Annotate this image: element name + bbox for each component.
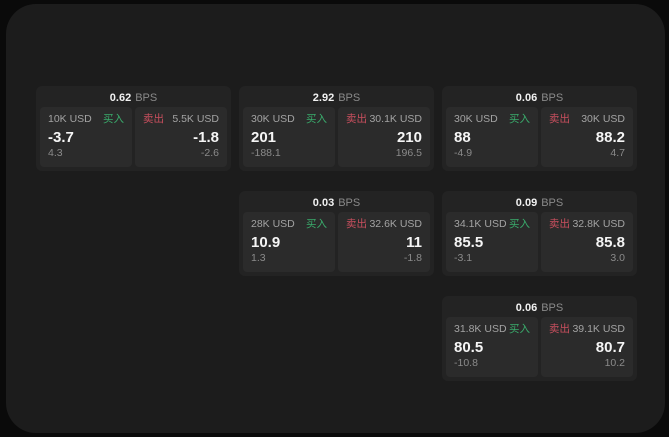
sell-delta: -1.8 xyxy=(403,252,422,264)
bps-label: BPS xyxy=(135,92,158,104)
tiles-row: 34.1K USD 买入 85.5 -3.1 卖出 32.8K USD 85.8… xyxy=(446,212,633,272)
sell-delta: 10.2 xyxy=(604,357,625,369)
sell-side-label: 卖出 xyxy=(143,113,164,125)
buy-amount: 28K USD xyxy=(251,218,295,230)
quote-card-1: 0.62 BPS 10K USD 买入 -3.7 4.3 卖出 5.5K USD xyxy=(36,86,231,171)
sell-price: 11 xyxy=(406,234,422,251)
buy-tile[interactable]: 30K USD 买入 88 -4.9 xyxy=(446,107,538,167)
bps-value: 0.06 xyxy=(515,92,538,104)
buy-side-label: 买入 xyxy=(509,323,530,335)
sell-amount: 32.6K USD xyxy=(369,218,422,230)
quote-card-4: 0.03 BPS 28K USD 买入 10.9 1.3 卖出 32.6K US… xyxy=(239,191,434,276)
sell-amount: 39.1K USD xyxy=(572,323,625,335)
sell-side-label: 卖出 xyxy=(549,218,570,230)
buy-price: 201 xyxy=(251,129,277,146)
card-header: 0.09 BPS xyxy=(446,195,633,212)
sell-amount: 30.1K USD xyxy=(369,113,422,125)
buy-delta: 1.3 xyxy=(251,252,266,264)
sell-tile[interactable]: 卖出 30.1K USD 210 196.5 xyxy=(338,107,430,167)
bps-label: BPS xyxy=(541,302,564,314)
sell-price: -1.8 xyxy=(193,129,219,146)
buy-price: 85.5 xyxy=(454,234,484,251)
buy-tile[interactable]: 34.1K USD 买入 85.5 -3.1 xyxy=(446,212,538,272)
sell-price: 80.7 xyxy=(595,339,625,356)
sell-tile[interactable]: 卖出 30K USD 88.2 4.7 xyxy=(541,107,633,167)
buy-side-label: 买入 xyxy=(306,113,327,125)
buy-delta: -188.1 xyxy=(251,147,281,159)
buy-side-label: 买入 xyxy=(509,113,530,125)
card-header: 0.06 BPS xyxy=(446,90,633,107)
quote-grid: 0.62 BPS 10K USD 买入 -3.7 4.3 卖出 5.5K USD xyxy=(36,86,637,381)
buy-tile[interactable]: 30K USD 买入 201 -188.1 xyxy=(243,107,335,167)
buy-delta: -10.8 xyxy=(454,357,478,369)
sell-delta: 4.7 xyxy=(610,147,625,159)
card-header: 2.92 BPS xyxy=(243,90,430,107)
buy-amount: 10K USD xyxy=(48,113,92,125)
sell-side-label: 卖出 xyxy=(549,323,570,335)
bps-label: BPS xyxy=(541,92,564,104)
buy-delta: 4.3 xyxy=(48,147,63,159)
sell-price: 85.8 xyxy=(595,234,625,251)
sell-side-label: 卖出 xyxy=(346,218,367,230)
buy-price: -3.7 xyxy=(48,129,74,146)
sell-tile[interactable]: 卖出 39.1K USD 80.7 10.2 xyxy=(541,317,633,377)
buy-side-label: 买入 xyxy=(509,218,530,230)
card-header: 0.06 BPS xyxy=(446,300,633,317)
quote-card-6: 0.06 BPS 31.8K USD 买入 80.5 -10.8 卖出 39.1… xyxy=(442,296,637,381)
sell-side-label: 卖出 xyxy=(549,113,570,125)
quote-card-5: 0.09 BPS 34.1K USD 买入 85.5 -3.1 卖出 32.8K… xyxy=(442,191,637,276)
bps-value: 0.03 xyxy=(312,197,335,209)
buy-price: 88 xyxy=(454,129,471,146)
sell-delta: 196.5 xyxy=(395,147,422,159)
tiles-row: 28K USD 买入 10.9 1.3 卖出 32.6K USD 11 -1.8 xyxy=(243,212,430,272)
buy-delta: -4.9 xyxy=(454,147,473,159)
buy-side-label: 买入 xyxy=(103,113,124,125)
bps-label: BPS xyxy=(338,92,361,104)
bps-value: 0.06 xyxy=(515,302,538,314)
bps-value: 0.62 xyxy=(109,92,132,104)
quote-card-2: 2.92 BPS 30K USD 买入 201 -188.1 卖出 30.1K … xyxy=(239,86,434,171)
card-header: 0.03 BPS xyxy=(243,195,430,212)
buy-amount: 30K USD xyxy=(454,113,498,125)
buy-tile[interactable]: 31.8K USD 买入 80.5 -10.8 xyxy=(446,317,538,377)
bps-value: 2.92 xyxy=(312,92,335,104)
sell-price: 210 xyxy=(396,129,422,146)
tiles-row: 31.8K USD 买入 80.5 -10.8 卖出 39.1K USD 80.… xyxy=(446,317,633,377)
sell-price: 88.2 xyxy=(595,129,625,146)
sell-tile[interactable]: 卖出 5.5K USD -1.8 -2.6 xyxy=(135,107,227,167)
sell-tile[interactable]: 卖出 32.6K USD 11 -1.8 xyxy=(338,212,430,272)
buy-delta: -3.1 xyxy=(454,252,473,264)
bps-label: BPS xyxy=(541,197,564,209)
quote-card-3: 0.06 BPS 30K USD 买入 88 -4.9 卖出 30K USD xyxy=(442,86,637,171)
buy-amount: 34.1K USD xyxy=(454,218,507,230)
buy-price: 10.9 xyxy=(251,234,281,251)
sell-side-label: 卖出 xyxy=(346,113,367,125)
card-header: 0.62 BPS xyxy=(40,90,227,107)
buy-tile[interactable]: 10K USD 买入 -3.7 4.3 xyxy=(40,107,132,167)
buy-price: 80.5 xyxy=(454,339,484,356)
sell-delta: -2.6 xyxy=(200,147,219,159)
buy-amount: 30K USD xyxy=(251,113,295,125)
buy-tile[interactable]: 28K USD 买入 10.9 1.3 xyxy=(243,212,335,272)
sell-tile[interactable]: 卖出 32.8K USD 85.8 3.0 xyxy=(541,212,633,272)
tiles-row: 30K USD 买入 88 -4.9 卖出 30K USD 88.2 4.7 xyxy=(446,107,633,167)
tiles-row: 30K USD 买入 201 -188.1 卖出 30.1K USD 210 1… xyxy=(243,107,430,167)
buy-amount: 31.8K USD xyxy=(454,323,507,335)
sell-delta: 3.0 xyxy=(610,252,625,264)
sell-amount: 5.5K USD xyxy=(172,113,219,125)
tiles-row: 10K USD 买入 -3.7 4.3 卖出 5.5K USD -1.8 -2.… xyxy=(40,107,227,167)
sell-amount: 30K USD xyxy=(581,113,625,125)
buy-side-label: 买入 xyxy=(306,218,327,230)
bps-label: BPS xyxy=(338,197,361,209)
sell-amount: 32.8K USD xyxy=(572,218,625,230)
bps-value: 0.09 xyxy=(515,197,538,209)
